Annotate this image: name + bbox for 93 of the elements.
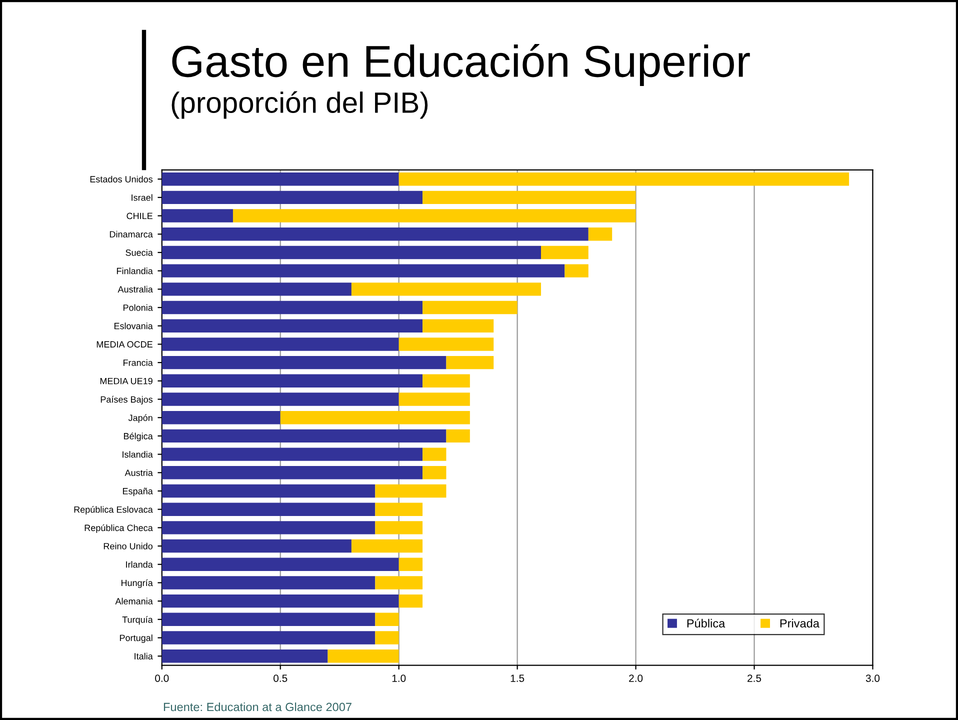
y-tick-label: CHILE [126, 212, 152, 220]
bar [422, 448, 446, 461]
bar [564, 264, 588, 278]
bar [280, 410, 470, 424]
y-tick-label: Finlandia [116, 268, 153, 274]
bar [375, 502, 423, 516]
x-tick-label: 3.0 [866, 674, 880, 682]
y-tick-label: Austria [124, 469, 153, 476]
bar [162, 392, 399, 406]
bar [162, 429, 446, 443]
bar [162, 190, 423, 204]
bar [446, 429, 470, 443]
bar [162, 319, 423, 332]
bar [162, 502, 376, 516]
bar [422, 466, 446, 480]
y-tick-label: Hungría [122, 579, 153, 588]
bar [162, 539, 352, 553]
bar [446, 356, 494, 370]
x-tick-label: 0.5 [274, 674, 288, 682]
bar [162, 338, 399, 351]
bar [375, 521, 423, 534]
y-tick-label: Bélgica [124, 432, 153, 442]
x-tick-label: 1.5 [510, 674, 524, 682]
bar [162, 631, 376, 644]
bar [162, 374, 423, 388]
bar [351, 282, 542, 296]
bar [375, 612, 399, 626]
x-tick-label: 1.0 [392, 674, 406, 682]
bar [162, 466, 423, 480]
bar [162, 209, 233, 222]
bar [232, 209, 636, 222]
bar [162, 650, 328, 663]
legend-label: Pública [687, 618, 726, 628]
bar [162, 264, 565, 278]
bar [162, 558, 399, 571]
bar [422, 374, 470, 388]
bar [162, 172, 399, 186]
bar [162, 246, 542, 260]
chart-subtitle: (proporción del PIB) [172, 91, 428, 119]
bar [375, 484, 446, 498]
x-tick-label: 2.0 [629, 674, 643, 682]
y-tick-label: España [123, 488, 153, 496]
bar [162, 484, 376, 498]
y-tick-label: Australia [118, 286, 153, 293]
bar [398, 392, 470, 406]
bar [162, 576, 376, 590]
y-tick-label: Reino Unido [104, 542, 152, 550]
source-note: Fuente: Education at a Glance 2007 [164, 702, 352, 712]
y-tick-label: Suecia [126, 249, 153, 256]
bar [162, 410, 280, 424]
bar [162, 612, 376, 626]
bar [422, 319, 494, 332]
bar [162, 356, 446, 370]
bar [398, 558, 423, 571]
y-tick-label: Portugal [120, 634, 152, 643]
y-tick-label: MEDIA UE19 [100, 378, 152, 384]
bar [588, 228, 612, 241]
bar [162, 282, 352, 296]
x-tick-label: 2.5 [748, 674, 762, 682]
y-tick-label: Israel [132, 194, 152, 201]
y-tick-label: Eslovania [114, 322, 153, 330]
bar [162, 300, 423, 314]
y-tick-label: Polonia [124, 304, 153, 311]
bar [398, 338, 494, 351]
bar [375, 576, 423, 590]
bar [375, 631, 399, 644]
y-tick-label: Irlanda [126, 561, 153, 568]
y-tick-label: República Eslovaca [74, 506, 153, 515]
y-tick-label: Italia [134, 652, 153, 660]
bar [162, 521, 376, 534]
y-tick-label: Turquía [122, 616, 153, 625]
bar [541, 246, 588, 260]
y-tick-label: Francia [124, 359, 153, 366]
bar [162, 448, 423, 461]
y-tick-label: Dinamarca [110, 230, 153, 238]
y-tick-label: Islandia [122, 451, 153, 458]
bar [422, 190, 636, 204]
y-tick-label: Japón [128, 414, 152, 423]
x-tick-label: 0.0 [155, 674, 169, 682]
bar [328, 650, 399, 663]
bar [398, 594, 423, 608]
y-tick-label: Estados Unidos [90, 176, 153, 182]
bar [398, 172, 850, 186]
y-tick-label: MEDIA OCDE [96, 341, 152, 348]
bar [162, 594, 399, 608]
y-tick-label: Alemania [115, 598, 153, 604]
bar [351, 539, 423, 553]
y-tick-label: República Checa [84, 524, 153, 533]
legend-label: Privada [780, 618, 820, 628]
y-tick-label: Países Bajos [100, 396, 153, 404]
bar [422, 300, 518, 314]
bar [162, 228, 588, 241]
chart-title: Gasto en Educación Superior [172, 44, 750, 86]
